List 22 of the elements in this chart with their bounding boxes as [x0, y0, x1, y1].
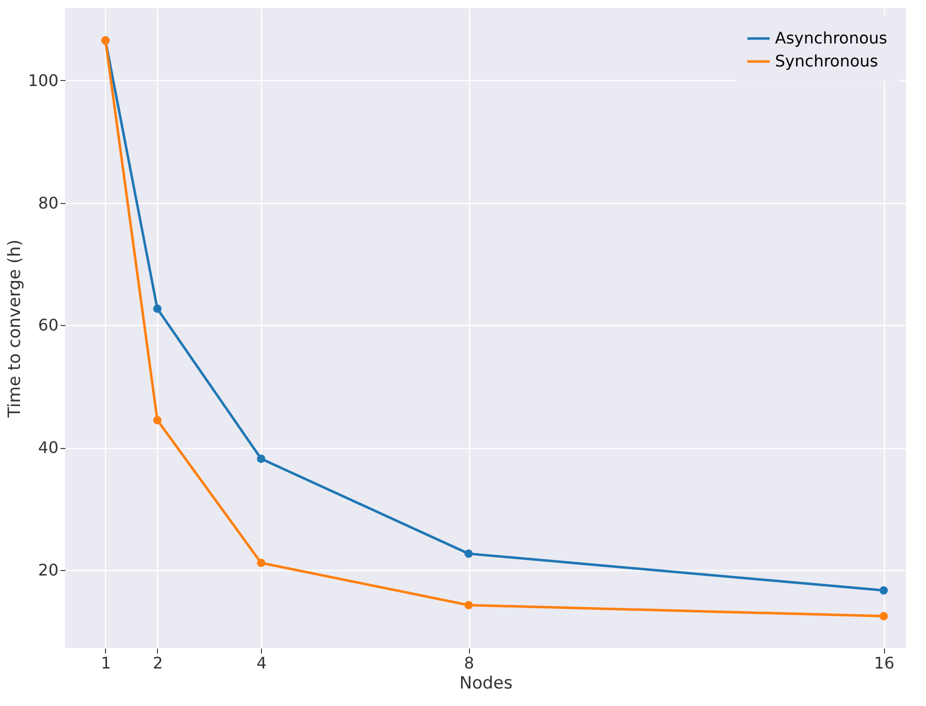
- x-axis-title: Nodes: [459, 674, 513, 694]
- x-tick-label: 4: [256, 654, 267, 672]
- point: [153, 304, 162, 313]
- x-tick-label: 16: [874, 654, 894, 672]
- point: [464, 600, 473, 610]
- point: [256, 454, 266, 463]
- legend-label: Synchronous: [775, 52, 878, 70]
- point: [256, 558, 266, 568]
- x-tick-label: 8: [464, 654, 474, 672]
- point: [880, 586, 888, 595]
- y-tick-label: 20: [38, 560, 58, 580]
- point: [153, 416, 162, 424]
- y-tick-label: 60: [38, 316, 58, 335]
- y-tick-label: 80: [38, 193, 58, 212]
- legend-label: Asynchronous: [775, 28, 888, 48]
- y-axis-title: Time to converge (h): [4, 240, 25, 418]
- y-tick-label: 40: [38, 438, 58, 458]
- x-tick-label: 2: [152, 654, 163, 672]
- x-tick-label: 1: [100, 654, 112, 672]
- y-tick-label: 100: [28, 70, 58, 90]
- point: [880, 612, 888, 620]
- point: [464, 550, 473, 558]
